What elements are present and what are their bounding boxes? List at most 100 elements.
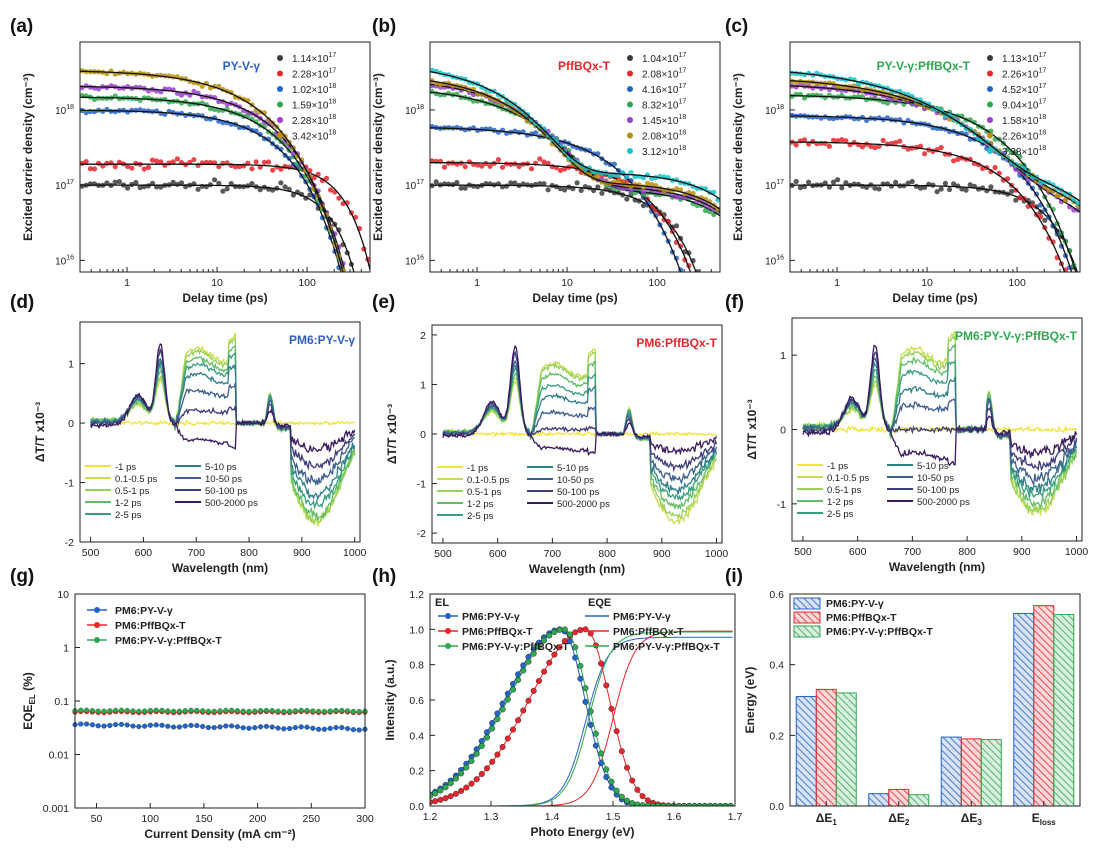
x-tick-label: 10 — [211, 277, 223, 289]
data-point — [537, 156, 543, 162]
data-point — [479, 163, 485, 169]
spectrum-line — [802, 424, 1078, 435]
data-point — [938, 144, 944, 151]
x-tick-label: 1.2 — [423, 811, 438, 823]
data-point — [345, 277, 350, 282]
x-tick-label: 800 — [958, 546, 976, 558]
data-point — [830, 137, 837, 143]
spectrum-line — [442, 350, 718, 473]
data-point — [1062, 197, 1069, 203]
data-point — [917, 143, 924, 149]
data-point — [595, 174, 601, 180]
data-point — [843, 180, 849, 186]
spectrum-line — [802, 358, 1077, 499]
data-point — [178, 92, 185, 98]
y-axis-label: Excited carrier density (cm⁻³) — [371, 73, 385, 241]
el-point — [468, 780, 475, 787]
bar — [980, 739, 1002, 807]
legend-marker — [627, 86, 633, 92]
data-point — [553, 139, 560, 145]
data-point — [541, 181, 547, 187]
el-point — [463, 764, 470, 771]
el-point — [541, 668, 548, 675]
legend-entry: PM6:PY-V-γ:PffBQx-T — [115, 635, 222, 647]
panel-i: (i) ΔE1 ΔE2 ΔE3 Eloss 0.0 0.2 0.4 0.6 Energy (eV)… — [725, 566, 1081, 827]
panel-b: (b) 1 10 100 1016 1017 1018 Delay time (ps) Exci… — [371, 16, 721, 305]
data-point — [433, 179, 439, 185]
data-point — [1075, 277, 1080, 282]
x-tick-label: 900 — [1013, 546, 1031, 558]
eqe-line — [430, 636, 733, 806]
y-tick-label: 1018 — [405, 104, 424, 117]
el-point — [639, 793, 646, 800]
data-point — [673, 194, 680, 200]
data-point — [257, 187, 263, 193]
el-point — [525, 658, 532, 665]
legend-marker — [445, 643, 451, 649]
panel-label: (c) — [725, 16, 748, 37]
data-point — [353, 274, 358, 279]
legend-entry: 1.04×1017 — [642, 52, 686, 65]
data-point — [557, 143, 564, 149]
data-point — [839, 185, 845, 191]
data-point — [533, 120, 539, 126]
legend-entry: PM6:PffBQx-T — [613, 626, 684, 638]
el-point — [696, 803, 703, 806]
spectrum-line — [442, 347, 717, 525]
legend-entry: 0.5-1 ps — [467, 487, 502, 498]
x-axis-label: Delay time (ps) — [532, 291, 617, 305]
x-tick-label: 50 — [91, 813, 103, 825]
y-axis-label: ΔT/T x10⁻³ — [33, 402, 47, 462]
el-point — [484, 765, 491, 772]
legend-marker — [94, 637, 100, 643]
y-tick-label: 0.001 — [43, 803, 69, 815]
legend-entry: 10-50 ps — [917, 473, 954, 484]
panel-label: (a) — [10, 16, 33, 37]
spectrum-line — [802, 344, 1078, 467]
data-point — [462, 164, 468, 170]
el-point — [556, 644, 563, 651]
legend-entry: PM6:PY-V-γ:PffBQx-T — [826, 626, 933, 638]
el-point — [582, 685, 589, 692]
data-point — [541, 126, 547, 132]
legend-entry: 2.28×1018 — [292, 114, 336, 127]
el-point — [504, 735, 511, 742]
data-point — [955, 156, 961, 162]
y-tick-label: 0 — [68, 418, 74, 430]
y-tick-label: 1 — [420, 379, 426, 391]
data-point — [649, 181, 655, 188]
el-point — [463, 784, 470, 791]
legend-entry: PM6:PffBQx-T — [826, 612, 897, 624]
data-point — [822, 180, 828, 186]
el-point — [707, 803, 713, 806]
y-tick-label: 1018 — [55, 104, 74, 117]
data-point — [253, 159, 259, 165]
y-tick-label: -2 — [417, 528, 426, 540]
fit-line — [790, 71, 1080, 202]
x-axis-label: Wavelength (nm) — [529, 562, 625, 576]
data-point — [826, 143, 833, 149]
fit-line — [80, 70, 344, 272]
el-point — [717, 803, 724, 806]
legend-entry: 0.1-0.5 ps — [467, 475, 509, 486]
el-point — [675, 803, 682, 806]
data-point — [909, 178, 915, 185]
y-tick-label: -1 — [417, 479, 426, 491]
data-point — [191, 88, 197, 94]
data-point — [278, 180, 284, 186]
data-point — [133, 179, 139, 186]
data-point — [893, 140, 899, 146]
data-point — [702, 207, 709, 214]
data-point — [499, 164, 506, 170]
data-point — [261, 159, 267, 165]
legend-entry: 50-100 ps — [917, 485, 960, 496]
spectrum-line — [90, 337, 356, 525]
data-point — [270, 167, 276, 173]
bar — [868, 793, 890, 807]
legend-entry: -1 ps — [115, 462, 136, 473]
el-point — [494, 751, 501, 758]
data-point — [946, 186, 953, 193]
x-tick-label: 800 — [240, 547, 258, 559]
el-point — [447, 793, 454, 800]
